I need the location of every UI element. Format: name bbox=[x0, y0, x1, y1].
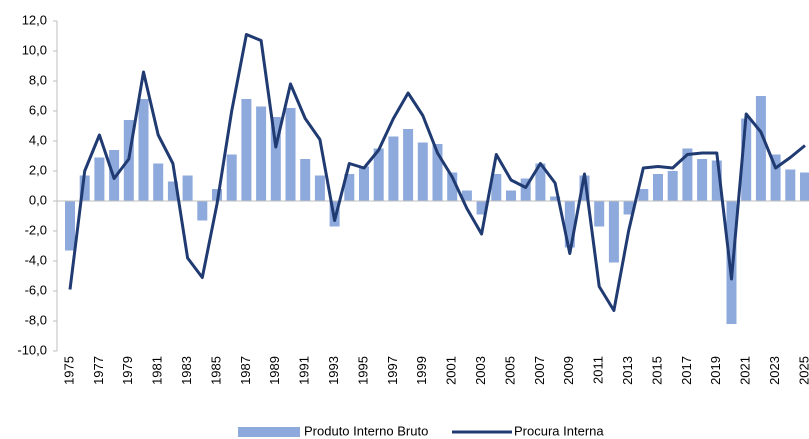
bar bbox=[785, 169, 796, 201]
bar bbox=[432, 144, 443, 201]
bar bbox=[344, 174, 355, 201]
x-tick-label: 1999 bbox=[414, 356, 429, 385]
x-tick-label: 1989 bbox=[267, 356, 282, 385]
x-tick-label: 1977 bbox=[91, 356, 106, 385]
bar bbox=[226, 154, 237, 201]
legend-label: Procura Interna bbox=[514, 423, 604, 438]
bar bbox=[697, 159, 708, 201]
bar bbox=[461, 190, 472, 201]
bar bbox=[359, 166, 369, 201]
x-tick-label: 1979 bbox=[120, 356, 135, 385]
bar bbox=[182, 175, 193, 201]
y-tick-label: 6,0 bbox=[29, 102, 47, 117]
x-tick-label: 1981 bbox=[150, 356, 165, 385]
bar bbox=[65, 201, 75, 251]
x-tick-label: 2013 bbox=[620, 356, 635, 385]
x-tick-label: 1991 bbox=[297, 356, 312, 385]
bar bbox=[800, 172, 809, 201]
x-tick-label: 1987 bbox=[238, 356, 253, 385]
x-tick-label: 2009 bbox=[561, 356, 576, 385]
bar bbox=[623, 201, 634, 215]
y-tick-label: -10,0 bbox=[17, 342, 47, 357]
bar bbox=[197, 201, 208, 221]
bar bbox=[755, 96, 766, 201]
x-tick-label: 2011 bbox=[591, 356, 606, 384]
bar bbox=[638, 189, 649, 201]
x-tick-label: 2023 bbox=[767, 356, 782, 385]
y-tick-label: 8,0 bbox=[29, 72, 47, 87]
bar bbox=[241, 99, 252, 201]
y-tick-label: -6,0 bbox=[25, 282, 47, 297]
x-tick-label: 2003 bbox=[473, 356, 488, 385]
x-tick-label: 2025 bbox=[796, 356, 809, 385]
bar bbox=[388, 136, 399, 201]
y-tick-label: -4,0 bbox=[25, 252, 47, 267]
x-tick-label: 1983 bbox=[179, 356, 194, 385]
bar bbox=[535, 163, 546, 201]
bar bbox=[94, 157, 105, 201]
y-tick-label: 12,0 bbox=[22, 12, 47, 27]
x-tick-label: 2015 bbox=[649, 356, 664, 385]
legend-swatch bbox=[238, 427, 300, 437]
bar bbox=[79, 175, 90, 201]
y-tick-label: -2,0 bbox=[25, 222, 47, 237]
x-tick-label: 1993 bbox=[326, 356, 341, 385]
bar bbox=[564, 201, 575, 248]
line bbox=[68, 33, 806, 312]
bar bbox=[506, 190, 516, 201]
bar bbox=[608, 201, 619, 263]
bar bbox=[373, 148, 384, 201]
bar bbox=[491, 174, 502, 201]
bar bbox=[476, 201, 487, 215]
x-tick-label: 1985 bbox=[208, 356, 223, 385]
bar bbox=[520, 178, 531, 201]
bar bbox=[417, 142, 428, 201]
x-tick-label: 2001 bbox=[444, 356, 459, 385]
x-tick-label: 2017 bbox=[679, 356, 694, 385]
x-tick-label: 2021 bbox=[738, 356, 753, 385]
bar bbox=[270, 117, 281, 201]
bar bbox=[653, 174, 663, 201]
bar bbox=[682, 148, 693, 201]
bar bbox=[285, 108, 296, 201]
y-tick-label: 2,0 bbox=[29, 162, 47, 177]
bar bbox=[667, 171, 678, 201]
bar bbox=[447, 172, 458, 201]
x-tick-label: 2005 bbox=[502, 356, 517, 385]
bar bbox=[167, 181, 178, 201]
bar bbox=[550, 196, 561, 201]
bar bbox=[300, 159, 311, 201]
x-tick-label: 2007 bbox=[532, 356, 547, 385]
x-tick-label: 1995 bbox=[355, 356, 370, 385]
x-tick-label: 2019 bbox=[708, 356, 723, 385]
y-tick-label: 10,0 bbox=[22, 42, 47, 57]
bar bbox=[594, 201, 605, 227]
x-tick-label: 1975 bbox=[61, 356, 76, 385]
bar bbox=[256, 106, 267, 201]
bar bbox=[138, 99, 149, 201]
legend-label: Produto Interno Bruto bbox=[304, 423, 428, 438]
bar bbox=[711, 160, 722, 201]
bar bbox=[579, 175, 590, 201]
y-tick-label: -8,0 bbox=[25, 312, 47, 327]
bar bbox=[770, 154, 781, 201]
y-tick-label: 0,0 bbox=[29, 192, 47, 207]
bar bbox=[403, 129, 414, 201]
bar bbox=[314, 175, 325, 201]
y-tick-label: 4,0 bbox=[29, 132, 47, 147]
bar bbox=[153, 163, 164, 201]
bar bbox=[741, 118, 752, 201]
x-tick-label: 1997 bbox=[385, 356, 400, 385]
